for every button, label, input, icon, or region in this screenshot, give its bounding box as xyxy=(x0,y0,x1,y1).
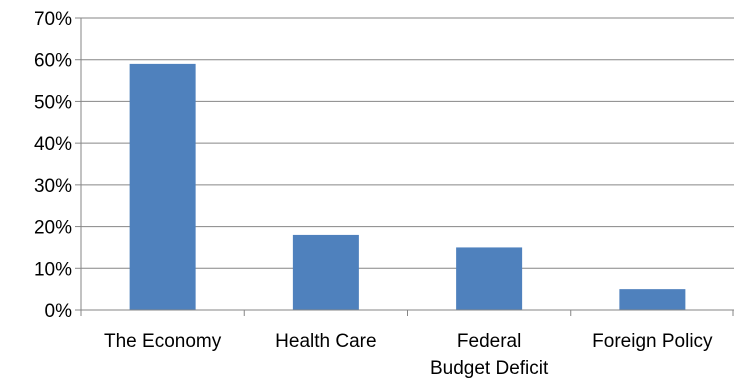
x-tick-label: The Economy xyxy=(104,331,222,352)
axes xyxy=(75,17,734,316)
bars xyxy=(129,63,686,311)
bar xyxy=(292,234,359,310)
y-tick-label: 40% xyxy=(34,134,72,155)
y-tick-label: 20% xyxy=(34,218,72,239)
x-tick-label: Foreign Policy xyxy=(592,331,713,352)
y-tick-label: 60% xyxy=(34,51,72,72)
y-tick-label: 10% xyxy=(34,259,72,280)
y-tick-label: 30% xyxy=(34,176,72,197)
y-tick-label: 50% xyxy=(34,92,72,113)
bar xyxy=(456,247,523,310)
bar xyxy=(129,63,196,311)
bar xyxy=(619,289,686,310)
x-tick-label: Health Care xyxy=(275,331,376,352)
y-tick-label: 70% xyxy=(34,9,72,30)
y-tick-label: 0% xyxy=(45,301,73,322)
x-tick-label: Federal Budget Deficit xyxy=(430,331,549,379)
axis-labels: 0% 10% 20% 30% 40% 50% 60% 70% The Economy Health… xyxy=(34,9,713,379)
